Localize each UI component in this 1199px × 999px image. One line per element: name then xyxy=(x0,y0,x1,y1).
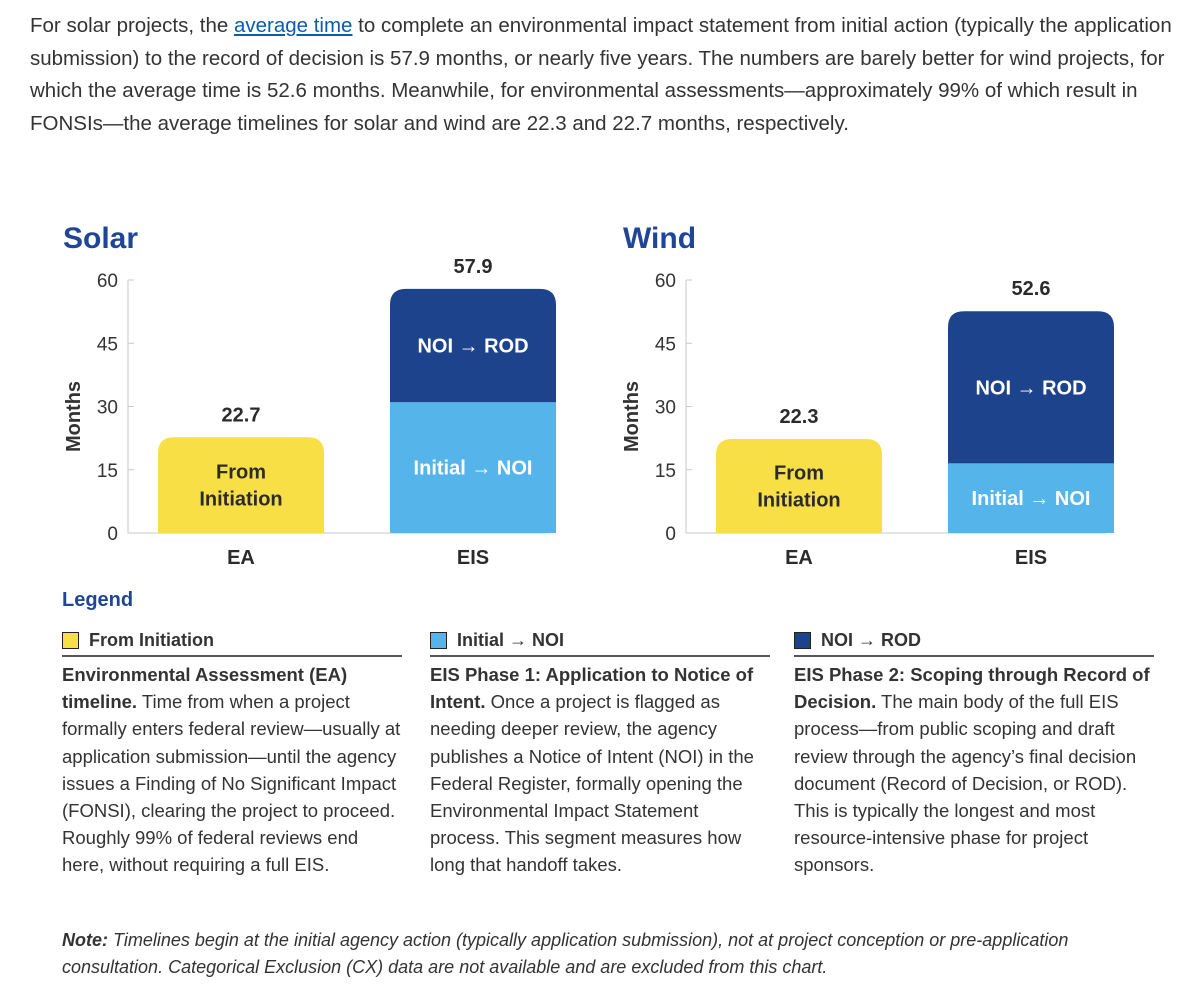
note-text: Timelines begin at the initial agency ac… xyxy=(62,930,1069,977)
y-tick-label: 45 xyxy=(655,334,676,355)
average-time-link[interactable]: average time xyxy=(233,14,353,37)
x-tick-label: EA xyxy=(785,547,813,569)
chart-note: Note: Timelines begin at the initial age… xyxy=(62,927,1172,981)
segment-label: Initiation xyxy=(757,489,840,511)
y-tick-label: 0 xyxy=(665,524,676,545)
x-tick-label: EIS xyxy=(457,547,489,569)
intro-text-end: to complete an environmental impact stat… xyxy=(30,14,1172,135)
note-label: Note: xyxy=(62,930,108,950)
solar-chart: 0 15 30 45 60 Months From Initiation 22.7 EA Initi… xyxy=(63,256,556,569)
segment-label: From xyxy=(216,462,266,484)
legend-description: EIS Phase 2: Scoping through Record of D… xyxy=(794,661,1154,879)
legend-label: From Initiation xyxy=(89,629,214,650)
y-tick-label: 15 xyxy=(97,461,118,482)
legend-description-text: Once a project is flagged as needing dee… xyxy=(430,691,754,876)
legend-description: Environmental Assessment (EA) timeline. … xyxy=(62,661,402,879)
legend-label: NOI → ROD xyxy=(821,629,922,650)
segment-label: NOI → ROD xyxy=(975,377,1086,399)
bar-eis-initial-noi xyxy=(390,402,556,533)
segment-label: Initial → NOI xyxy=(972,488,1091,510)
bar-ea-from-initiation xyxy=(716,438,882,533)
bar-eis-initial-noi xyxy=(948,463,1114,533)
legend-description-heading: Environmental Assessment (EA) timeline. xyxy=(62,664,348,713)
solar-chart-title: Solar xyxy=(63,222,139,255)
segment-label: NOI → ROD xyxy=(417,336,528,358)
bar-total-label: 22.7 xyxy=(222,404,261,426)
wind-chart-title: Wind xyxy=(623,222,697,255)
legend-title: Legend xyxy=(62,589,134,611)
bar-ea-from-initiation xyxy=(158,437,324,533)
legend-description-text: The main body of the full EIS process—fr… xyxy=(794,691,1137,876)
x-tick-label: EIS xyxy=(1015,547,1047,569)
bar-eis-noi-rod xyxy=(390,288,556,403)
y-axis-label: Months xyxy=(621,381,643,452)
segment-label: Initiation xyxy=(199,489,282,511)
bar-total-label: 52.6 xyxy=(1012,278,1051,300)
legend-header: From Initiation xyxy=(62,627,402,657)
bar-eis-noi-rod xyxy=(948,311,1114,464)
wind-chart: 0 15 30 45 60 Months From Initiation 22.3 EA Initi… xyxy=(621,271,1114,569)
x-tick-label: EA xyxy=(227,547,255,569)
segment-label: Initial → NOI xyxy=(414,458,533,480)
legend-description: EIS Phase 1: Application to Notice of In… xyxy=(430,661,770,879)
legend-description-heading: EIS Phase 2: Scoping through Record of D… xyxy=(794,664,1150,713)
legend-item-noi-rod: NOI → ROD EIS Phase 2: Scoping through R… xyxy=(794,627,1154,879)
legend-item-from-initiation: From Initiation Environmental Assessment… xyxy=(62,627,402,879)
legend-item-initial-noi: Initial → NOI EIS Phase 1: Application t… xyxy=(430,627,770,879)
light-blue-swatch-icon xyxy=(430,631,447,649)
segment-label: From xyxy=(774,462,824,484)
legend-header: NOI → ROD xyxy=(794,627,1154,657)
bar-total-label: 22.3 xyxy=(780,406,819,428)
intro-paragraph: For solar projects, the average time to … xyxy=(30,10,1180,140)
y-tick-label: 15 xyxy=(655,461,676,482)
legend-label: Initial → NOI xyxy=(457,629,565,650)
yellow-swatch-icon xyxy=(62,631,79,649)
y-tick-label: 30 xyxy=(97,398,118,419)
legend-description-text: Time from when a project formally enters… xyxy=(62,691,401,876)
y-axis-label: Months xyxy=(63,381,85,452)
y-tick-label: 45 xyxy=(97,334,118,355)
y-tick-label: 30 xyxy=(655,398,676,419)
legend-header: Initial → NOI xyxy=(430,627,770,657)
dark-blue-swatch-icon xyxy=(794,631,811,649)
bar-total-label: 57.9 xyxy=(454,256,493,278)
y-tick-label: 60 xyxy=(655,271,676,292)
y-tick-label: 60 xyxy=(97,271,118,292)
legend-description-heading: EIS Phase 1: Application to Notice of In… xyxy=(430,664,754,713)
intro-text-start: For solar projects, the xyxy=(30,14,234,37)
y-tick-label: 0 xyxy=(107,524,118,545)
